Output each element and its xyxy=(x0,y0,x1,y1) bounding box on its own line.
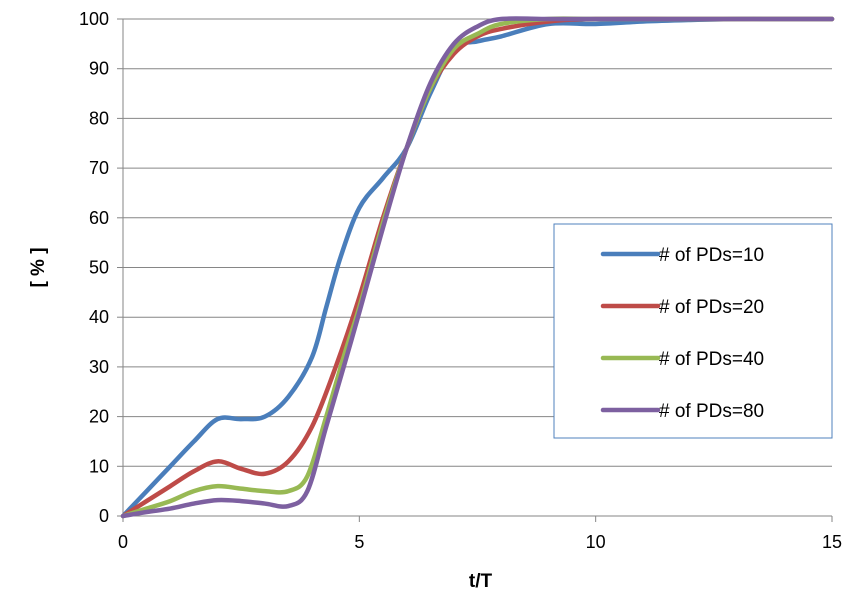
y-tick-label: 40 xyxy=(89,307,109,327)
legend-box xyxy=(553,223,833,439)
legend-label: # of PDs=40 xyxy=(659,349,764,370)
y-tick-label: 0 xyxy=(99,506,109,526)
y-tick-label: 20 xyxy=(89,407,109,427)
x-tick-label: 10 xyxy=(586,532,606,552)
y-tick-labels: 0 10 20 30 40 50 60 70 80 90 100 xyxy=(79,9,109,526)
legend-label: # of PDs=20 xyxy=(659,297,764,318)
x-tick-label: 5 xyxy=(354,532,364,552)
series-line-4 xyxy=(120,16,835,519)
x-tick-label: 15 xyxy=(822,532,842,552)
legend-label: # of PDs=80 xyxy=(659,401,764,422)
legend: # of PDs=10 # of PDs=20 # of PDs=40 # of PD… xyxy=(553,223,833,439)
x-axis-title: t/T xyxy=(469,571,493,592)
x-tick-labels: 0 5 10 15 xyxy=(118,532,842,552)
series-lines xyxy=(120,16,835,519)
axes xyxy=(117,18,833,522)
y-tick-label: 30 xyxy=(89,357,109,377)
x-tick-label: 0 xyxy=(118,532,128,552)
y-axis-title: [ % ] xyxy=(28,247,49,287)
y-tick-label: 10 xyxy=(89,456,109,476)
y-tick-label: 50 xyxy=(89,258,109,278)
y-tick-label: 60 xyxy=(89,208,109,228)
y-tick-label: 100 xyxy=(79,9,109,29)
legend-label: # of PDs=10 xyxy=(659,245,764,266)
y-tick-label: 70 xyxy=(89,158,109,178)
series-line-1 xyxy=(120,16,835,519)
y-tick-label: 90 xyxy=(89,59,109,79)
y-tick-label: 80 xyxy=(89,108,109,128)
